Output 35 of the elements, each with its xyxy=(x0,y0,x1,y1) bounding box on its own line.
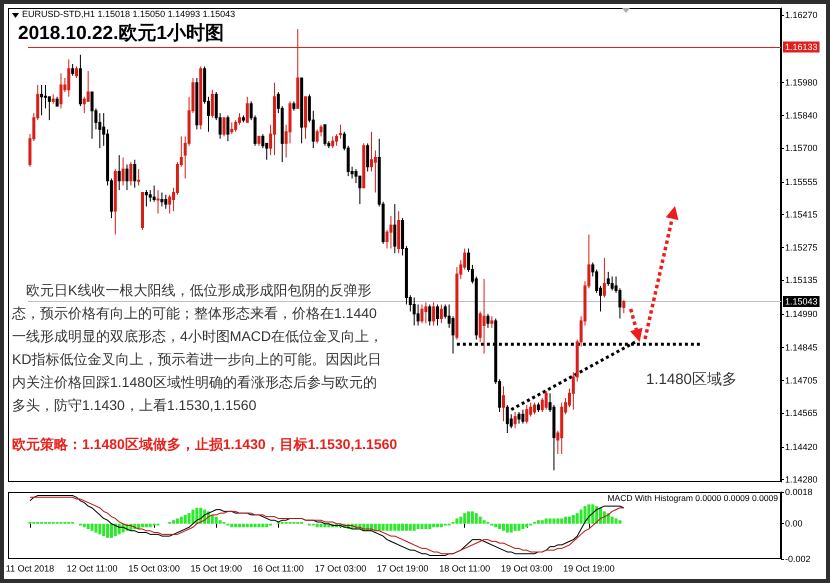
annotation: 欧元日K线收一根大阳线，低位形成形成阳包阴的反弹形态，预示价格有向上的可能；整体形态来看，价格在1.1440一线形成明显的双底形态，4小时图MACD在低位金叉向上，KD指标低位金叉向上，预示着进一步向上的可能。因因此日内关注价格回踩1.1480区域性明确的看涨形态后参与欧元的多头，防守1.1430，上看1.1530,1.1560 xyxy=(12,281,384,415)
y-tick-label: 1.14420 xyxy=(785,442,818,452)
chart-title: MACD With Histogram 0.0000 0.0009 0.0009 xyxy=(607,493,778,503)
y-tick-label: 0.00 xyxy=(785,518,803,529)
annotation: 1.1480区域多 xyxy=(646,371,737,389)
y-tick-label: 1.14990 xyxy=(785,308,818,319)
x-tick-label: 18 Oct 11:00 xyxy=(439,564,490,574)
y-tick-label: 1.14280 xyxy=(785,474,818,485)
y-tick-label: -0.002 xyxy=(785,554,811,564)
y-tick-label: 1.15555 xyxy=(785,176,818,187)
y-tick-label: 1.15275 xyxy=(785,242,818,252)
y-tick-label: 1.14705 xyxy=(785,375,818,386)
ref-line-label: 1.16133 xyxy=(785,42,818,52)
y-tick-label: 1.15415 xyxy=(785,210,818,220)
y-tick-label: 1.16270 xyxy=(785,10,818,20)
y-tick-label: 1.15980 xyxy=(785,78,818,88)
x-tick-label: 19 Oct 19:00 xyxy=(563,564,615,574)
x-tick-label: 12 Oct 11:00 xyxy=(66,564,118,574)
y-tick-label: 1.14845 xyxy=(785,342,818,353)
y-tick-label: 1.15135 xyxy=(785,275,818,286)
chart-subtitle: EURUSD-STD,H1 1.15018 1.15050 1.14993 1.15043 xyxy=(22,9,236,20)
text: 2018.10.22.欧元1小时图 xyxy=(18,23,224,45)
annotation: 欧元策略：1.1480区域做多，止损1.1430，目标1.1530,1.1560 xyxy=(12,435,398,453)
x-tick-label: 15 Oct 19:00 xyxy=(190,564,242,574)
y-tick-label: 0.0018 xyxy=(785,487,813,497)
x-tick-label: 17 Oct 03:00 xyxy=(314,564,366,574)
x-tick-label: 17 Oct 19:00 xyxy=(376,564,428,574)
ref-line-label: 1.15043 xyxy=(785,296,818,307)
y-tick-label: 1.14565 xyxy=(785,408,818,418)
y-tick-label: 1.15700 xyxy=(785,143,818,154)
x-tick-label: 11 Oct 2018 xyxy=(6,564,54,574)
x-tick-label: 19 Oct 03:00 xyxy=(500,564,553,574)
x-tick-label: 15 Oct 03:00 xyxy=(128,564,180,574)
y-tick-label: 1.15840 xyxy=(785,110,818,120)
x-tick-label: 16 Oct 11:00 xyxy=(252,564,304,574)
